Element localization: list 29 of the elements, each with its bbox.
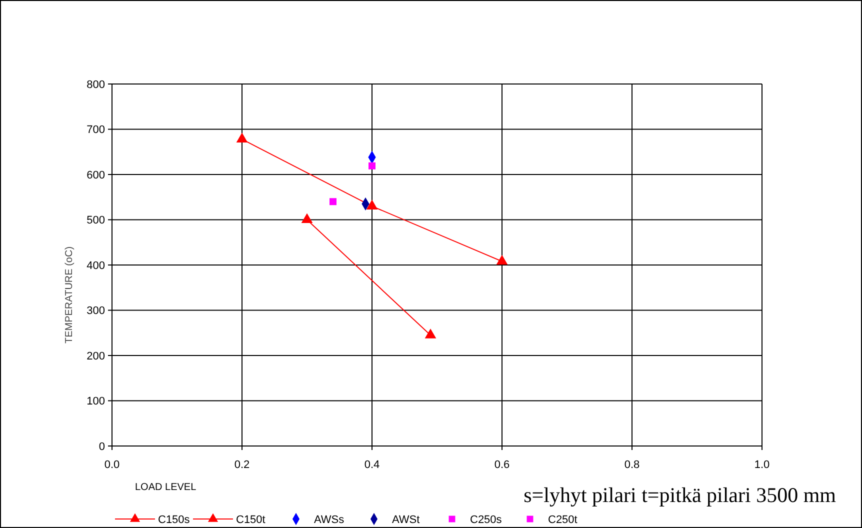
legend-label: AWSs	[314, 514, 345, 526]
text: s=lyhyt pilari t=pitkä pilari 3500 mm	[524, 483, 836, 507]
y-tick-label: 700	[86, 124, 105, 136]
x-tick-label: 0.0	[104, 459, 120, 471]
point	[236, 133, 248, 142]
y-tick-label: 600	[86, 169, 105, 182]
legend-label: AWSt	[392, 514, 420, 526]
point	[366, 200, 378, 210]
x-axis-title: LOAD LEVEL	[135, 482, 197, 493]
legend-label: C250t	[548, 514, 578, 526]
x-tick-label: 1.0	[754, 459, 770, 471]
y-tick-label: 300	[86, 305, 105, 318]
y-tick-label: 800	[86, 78, 105, 91]
y-axis-title: TEMPERATURE (oC)	[64, 246, 75, 344]
point	[496, 255, 508, 265]
y-tick-label: 400	[86, 260, 105, 272]
y-tick-label: 500	[86, 214, 105, 227]
legend-label: C250s	[470, 514, 502, 526]
point	[330, 198, 336, 206]
x-tick-label: 0.8	[624, 459, 640, 471]
y-tick-label: 200	[86, 350, 105, 362]
y-tick-label: 100	[86, 396, 105, 408]
x-tick-label: 0.2	[234, 459, 250, 471]
x-tick-label: 0.4	[364, 459, 380, 471]
legend-label: C150t	[236, 514, 266, 526]
legend-label: C150s	[158, 514, 190, 526]
y-tick-label: 0	[98, 440, 105, 453]
x-tick-label: 0.6	[494, 459, 510, 471]
point	[368, 162, 376, 170]
